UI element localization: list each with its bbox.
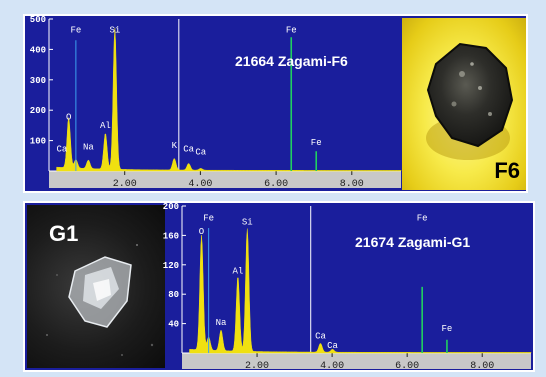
element-label-al: Al xyxy=(233,267,244,277)
element-label-fe: Fe xyxy=(417,214,428,224)
element-label-ca: Ca xyxy=(56,145,67,155)
sample-photo-f6: F6 xyxy=(402,18,526,190)
x-tick-label: 8.00 xyxy=(340,179,364,190)
y-tick-label: 200 xyxy=(163,203,179,212)
y-tick-label: 400 xyxy=(30,45,46,55)
element-label-fe: Fe xyxy=(311,138,322,148)
x-tick-label: 4.00 xyxy=(188,179,212,190)
spectrum-chart-g1: 40 80 120 160 200 2.00 4.00 6.00 8.00 Fe Si Fe O Al Na… xyxy=(163,203,532,370)
element-label-o: O xyxy=(199,227,204,237)
element-label-si: Si xyxy=(242,217,253,227)
x-tick-label: 2.00 xyxy=(113,179,137,190)
element-label-ca: Ca xyxy=(183,145,194,155)
sample-photo-g1: G1 xyxy=(27,205,165,368)
spectrum-area xyxy=(56,27,402,172)
element-label-al: Al xyxy=(100,121,111,131)
photo-label-g1: G1 xyxy=(49,221,79,246)
spectrum-panel-g1: G1 40 80 120 160 200 2.00 4.00 6.00 8.00 Fe Si Fe O A… xyxy=(23,201,535,372)
y-tick-label: 100 xyxy=(30,137,46,147)
rock-fragment-f6 xyxy=(426,42,514,160)
spectrum-panel-f6: 100 200 300 400 500 2.00 4.00 6.00 8.00 Fe Si Fe O Al… xyxy=(23,14,528,193)
x-tick-label: 6.00 xyxy=(395,361,419,370)
element-label-o: O xyxy=(66,112,71,122)
chart-title: 21664 Zagami-F6 xyxy=(235,53,348,69)
y-tick-label: 300 xyxy=(30,76,46,86)
element-label-ca: Ca xyxy=(315,331,326,341)
spectrum-chart-f6: 100 200 300 400 500 2.00 4.00 6.00 8.00 Fe Si Fe O Al… xyxy=(30,16,402,190)
spectrum-area xyxy=(189,228,532,354)
crystal-grain-g1 xyxy=(46,244,154,356)
y-tick-label: 200 xyxy=(30,106,46,116)
element-label-na: Na xyxy=(83,143,94,153)
element-label-si: Si xyxy=(109,26,120,36)
x-tick-label: 2.00 xyxy=(245,361,269,370)
x-axis-band xyxy=(182,353,531,369)
y-tick-label: 160 xyxy=(163,231,179,241)
element-label-fe: Fe xyxy=(203,214,214,224)
element-label-fe: Fe xyxy=(442,324,453,334)
chart-title: 21674 Zagami-G1 xyxy=(355,234,470,250)
x-tick-label: 4.00 xyxy=(320,361,344,370)
element-label-k: K xyxy=(172,141,178,151)
element-label-ca: Ca xyxy=(327,341,338,351)
element-label-ca: Ca xyxy=(195,148,206,158)
x-tick-label: 6.00 xyxy=(264,179,288,190)
y-tick-label: 500 xyxy=(30,16,46,25)
y-tick-label: 80 xyxy=(168,290,179,300)
element-label-fe: Fe xyxy=(286,26,297,36)
element-label-na: Na xyxy=(216,318,227,328)
x-tick-label: 8.00 xyxy=(470,361,494,370)
y-tick-label: 40 xyxy=(168,320,179,330)
x-axis-band xyxy=(49,171,401,188)
y-tick-label: 120 xyxy=(163,261,179,271)
photo-label-f6: F6 xyxy=(494,158,520,183)
element-label-fe: Fe xyxy=(70,26,81,36)
